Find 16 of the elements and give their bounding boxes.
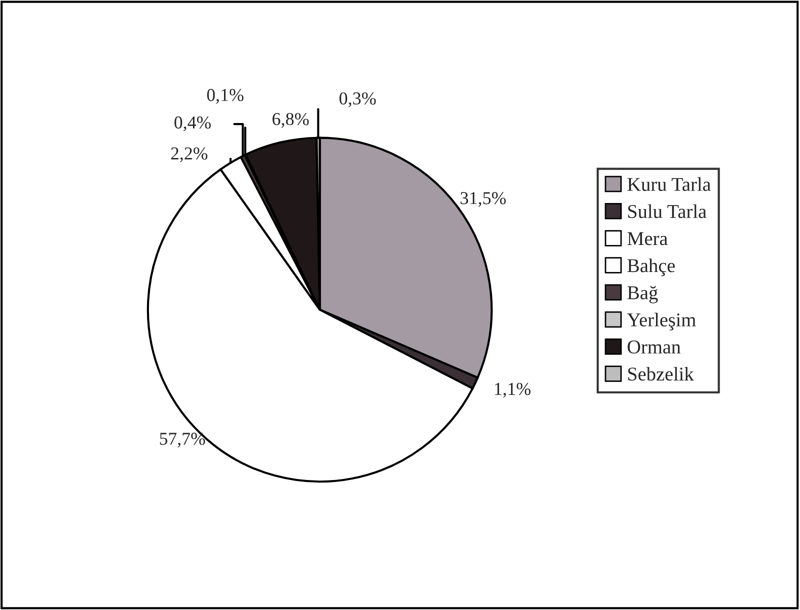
- data-label: 0,3%: [339, 92, 376, 108]
- legend-label: Yerleşim: [627, 312, 696, 330]
- data-label: 57,7%: [160, 432, 206, 448]
- legend-label: Sulu Tarla: [628, 204, 706, 218]
- data-label: 6,8%: [272, 112, 309, 128]
- legend-label: Bağ: [627, 286, 658, 304]
- legend-label: Orman: [628, 340, 681, 354]
- data-label: 0,1%: [207, 88, 244, 104]
- data-label: 2,2%: [171, 147, 208, 162]
- data-label: 31,5%: [460, 192, 506, 207]
- legend-label: Mera: [627, 232, 668, 246]
- legend-label: Bahçe: [627, 258, 675, 276]
- legend-label: Kuru Tarla: [627, 177, 711, 191]
- legend-label: Sebzelik: [628, 366, 694, 381]
- data-label: 1,1%: [495, 382, 530, 398]
- data-label: 0,4%: [174, 116, 211, 132]
